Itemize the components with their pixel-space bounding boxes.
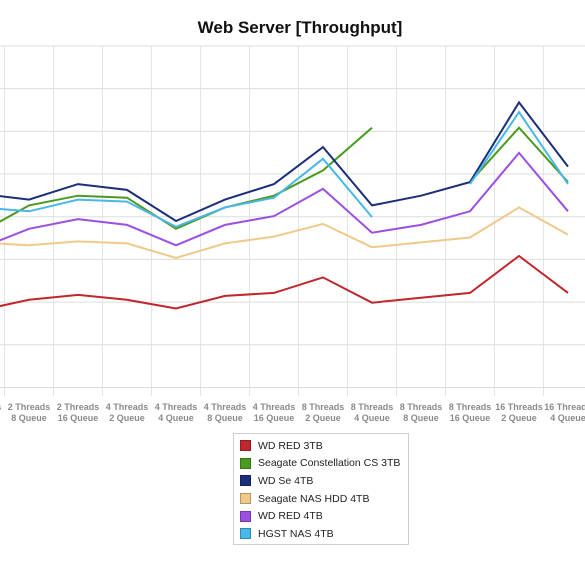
x-tick-label: 8 Threads 16 Queue: [449, 402, 492, 423]
legend-item[interactable]: HGST NAS 4TB: [240, 525, 408, 543]
series-line-1: [469, 126, 569, 183]
x-tick-label: 2 Threads 8 Queue: [8, 402, 51, 423]
series-line-4: [0, 151, 569, 247]
x-tick-label: 2 Threads 16 Queue: [57, 402, 100, 423]
legend-swatch: [240, 510, 251, 522]
series-line-1: [0, 126, 373, 230]
gridlines: [0, 45, 585, 396]
x-tick-label: 4 Threads 4 Queue: [155, 402, 198, 423]
x-tick-label: 16 Threads 2 Queue: [495, 402, 543, 423]
legend-item[interactable]: WD RED 4TB: [240, 507, 408, 525]
legend: WD RED 3TB Seagate Constellation CS 3TB WD…: [233, 433, 409, 545]
legend-swatch: [240, 475, 251, 487]
x-tick-label: 4 Threads 8 Queue: [204, 402, 247, 423]
legend-label: WD RED 4TB: [258, 510, 323, 523]
series-line-2: [0, 100, 569, 223]
legend-label: Seagate Constellation CS 3TB: [258, 457, 401, 470]
series-line-5: [0, 157, 373, 228]
x-tick-label: 8 Threads 2 Queue: [302, 402, 345, 423]
legend-swatch: [240, 440, 251, 452]
series-lines: [0, 100, 569, 310]
legend-label: Seagate NAS HDD 4TB: [258, 492, 370, 505]
x-tick-label: 4 Threads 2 Queue: [106, 402, 149, 423]
legend-swatch: [240, 493, 251, 505]
legend-item[interactable]: Seagate NAS HDD 4TB: [240, 490, 408, 508]
legend-label: WD RED 3TB: [258, 439, 323, 452]
legend-label: HGST NAS 4TB: [258, 527, 334, 540]
legend-swatch: [240, 528, 251, 540]
series-line-0: [0, 254, 569, 310]
series-line-5: [469, 110, 569, 185]
x-tick-label: 4 Threads 16 Queue: [253, 402, 296, 423]
chart-title: Web Server [Throughput]: [197, 18, 403, 37]
x-tick-label: 8 Threads 4 Queue: [351, 402, 394, 423]
series-line-3: [0, 206, 569, 259]
x-tick-label: 8 Threads 8 Queue: [400, 402, 443, 423]
legend-swatch: [240, 457, 251, 469]
legend-label: WD Se 4TB: [258, 474, 314, 487]
legend-item[interactable]: Seagate Constellation CS 3TB: [240, 455, 408, 473]
legend-item[interactable]: WD Se 4TB: [240, 472, 408, 490]
legend-item[interactable]: WD RED 3TB: [240, 437, 408, 455]
